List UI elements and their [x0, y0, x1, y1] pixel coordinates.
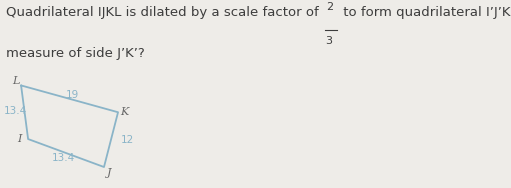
- Text: 13.4: 13.4: [4, 106, 27, 116]
- Text: Quadrilateral IJKL is dilated by a scale factor of: Quadrilateral IJKL is dilated by a scale…: [6, 6, 323, 19]
- Text: to form quadrilateral I’J’K’L’. What is the: to form quadrilateral I’J’K’L’. What is …: [339, 6, 511, 19]
- Text: 13.4: 13.4: [52, 153, 75, 163]
- Text: 12: 12: [121, 135, 134, 145]
- Text: 19: 19: [66, 90, 79, 100]
- Text: I: I: [17, 134, 22, 144]
- Text: 2: 2: [326, 2, 333, 12]
- Text: J: J: [107, 168, 111, 178]
- Text: measure of side J’K’?: measure of side J’K’?: [6, 47, 145, 60]
- Text: K: K: [120, 107, 128, 117]
- Text: 3: 3: [326, 36, 333, 46]
- Text: L: L: [12, 76, 20, 86]
